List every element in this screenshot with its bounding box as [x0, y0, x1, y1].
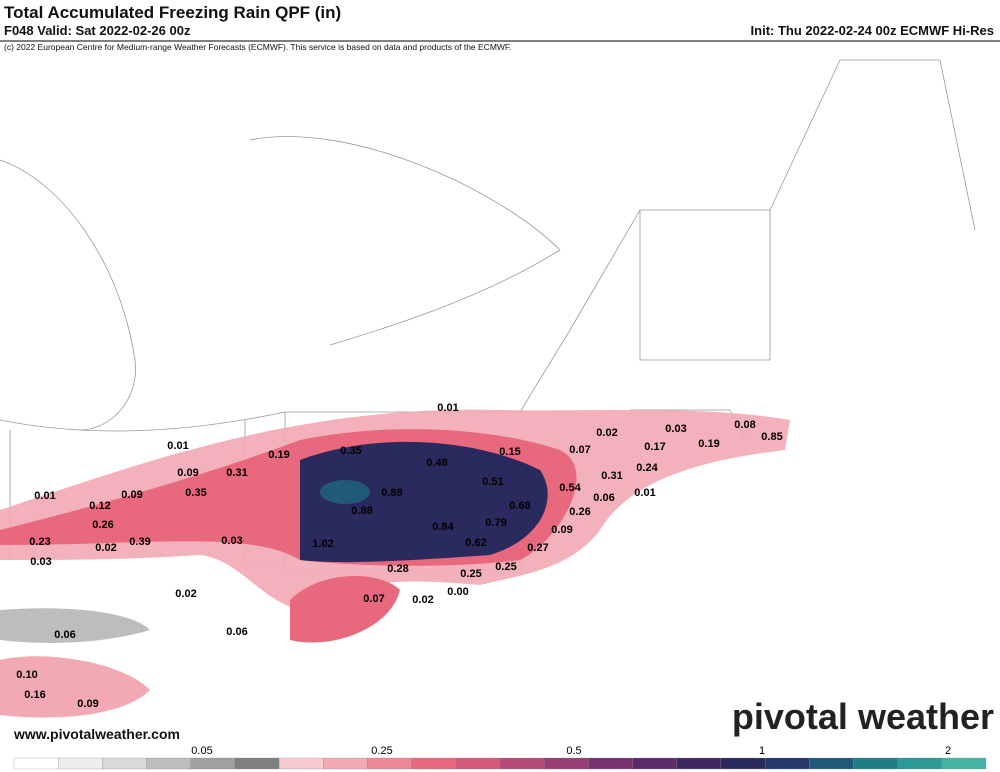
point-label: 0.54	[559, 482, 581, 494]
point-label: 0.02	[412, 594, 433, 606]
point-label: 0.01	[167, 440, 188, 452]
website: www.pivotalweather.com	[14, 726, 180, 742]
colorbar-swatch	[58, 757, 103, 770]
point-label: 0.88	[381, 487, 402, 499]
point-label: 0.31	[601, 470, 622, 482]
point-label: 0.51	[482, 476, 503, 488]
point-label: 0.17	[644, 441, 665, 453]
point-label: 0.19	[698, 438, 719, 450]
point-labels: 0.01 0.02 0.03 0.08 0.85 0.17 0.19 0.07 0.15 0.01…	[16, 402, 782, 710]
point-label: 1.02	[312, 538, 333, 550]
point-label: 0.85	[761, 431, 782, 443]
point-label: 0.88	[351, 505, 372, 517]
point-label: 0.07	[363, 593, 384, 605]
point-label: 0.02	[596, 427, 617, 439]
colorbar-label: 0.25	[371, 745, 392, 757]
colorbar-label: 0.5	[566, 745, 581, 757]
colorbar-swatch	[897, 757, 942, 770]
point-label: 0.06	[593, 492, 614, 504]
colorbar-swatch	[323, 757, 368, 770]
colorbar-swatch	[941, 757, 987, 770]
point-label: 0.16	[24, 689, 45, 701]
point-label: 0.35	[340, 445, 361, 457]
colorbar-swatch	[278, 757, 324, 770]
point-label: 0.09	[177, 467, 198, 479]
point-label: 0.01	[634, 487, 655, 499]
point-label: 0.06	[54, 629, 75, 641]
colorbar-swatch	[367, 757, 412, 770]
point-label: 0.68	[509, 500, 530, 512]
point-label: 0.31	[226, 467, 247, 479]
colorbar-swatch	[544, 757, 589, 770]
point-label: 0.79	[485, 517, 506, 529]
colorbar-swatch	[499, 757, 545, 770]
colorbar-swatch	[676, 757, 722, 770]
point-label: 0.08	[734, 419, 755, 431]
point-label: 0.84	[432, 521, 454, 533]
point-label: 0.26	[92, 519, 113, 531]
point-label: 0.23	[29, 536, 50, 548]
point-label: 0.39	[129, 536, 150, 548]
colorbar-swatch	[411, 757, 456, 770]
colorbar-swatch	[146, 757, 191, 770]
colorbar-swatch	[234, 757, 280, 770]
point-label: 0.06	[226, 626, 247, 638]
init-time: Init: Thu 2022-02-24 00z ECMWF Hi-Res	[750, 23, 994, 38]
point-label: 0.03	[221, 535, 242, 547]
colorbar-label: 0.05	[191, 745, 212, 757]
point-label: 0.35	[185, 487, 206, 499]
colorbar-swatch	[764, 757, 810, 770]
colorbar-swatch	[13, 757, 59, 770]
point-label: 0.01	[437, 402, 458, 414]
colorbar-swatch	[102, 757, 147, 770]
point-label: 0.15	[499, 446, 520, 458]
colorbar: 0.05 0.25 0.5 1 2	[13, 745, 987, 770]
valid-time: F048 Valid: Sat 2022-02-26 00z	[4, 23, 191, 38]
title: Total Accumulated Freezing Rain QPF (in)	[4, 3, 342, 22]
point-label: 0.01	[34, 490, 55, 502]
colorbar-swatch	[588, 757, 633, 770]
logo: pivotal weather	[731, 696, 994, 737]
point-label: 0.26	[569, 506, 590, 518]
point-label: 0.25	[460, 568, 481, 580]
point-label: 0.19	[268, 449, 289, 461]
point-label: 0.25	[495, 561, 516, 573]
point-label: 0.24	[636, 462, 658, 474]
colorbar-label: 2	[945, 745, 951, 757]
point-label: 0.09	[77, 698, 98, 710]
map-bg	[0, 40, 1000, 745]
colorbar-swatch	[853, 757, 898, 770]
copyright: (c) 2022 European Centre for Medium-rang…	[4, 42, 512, 52]
point-label: 0.07	[569, 444, 590, 456]
colorbar-swatch	[190, 757, 236, 770]
point-label: 0.27	[527, 542, 548, 554]
point-label: 0.09	[551, 524, 572, 536]
point-label: 0.12	[89, 500, 110, 512]
point-label: 0.00	[447, 586, 468, 598]
point-label: 0.62	[465, 537, 486, 549]
precip	[0, 409, 790, 718]
colorbar-swatch	[720, 757, 766, 770]
point-label: 0.09	[121, 489, 142, 501]
point-label: 0.28	[387, 563, 408, 575]
colorbar-swatch	[455, 757, 501, 770]
colorbar-swatch	[809, 757, 854, 770]
point-label: 0.02	[175, 588, 196, 600]
point-label: 0.03	[30, 556, 51, 568]
point-label: 0.03	[665, 423, 686, 435]
point-label: 0.02	[95, 542, 116, 554]
point-label: 0.10	[16, 669, 37, 681]
point-label: 0.48	[426, 457, 447, 469]
colorbar-label: 1	[759, 745, 765, 757]
colorbar-swatch	[632, 757, 677, 770]
